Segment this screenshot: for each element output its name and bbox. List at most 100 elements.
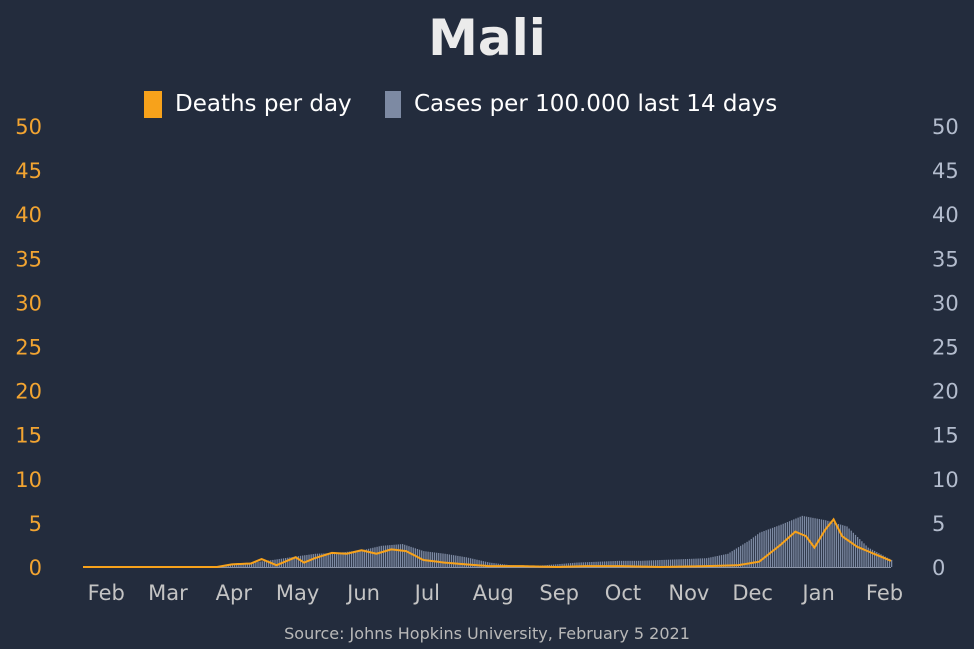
- cases-bar: [399, 544, 402, 567]
- cases-bar: [555, 564, 557, 567]
- cases-bar: [714, 556, 716, 567]
- x-tick-label: Aug: [473, 581, 514, 605]
- y-left-tick-label: 35: [15, 247, 42, 271]
- y-left-tick-label: 45: [15, 159, 42, 183]
- cases-bar: [584, 562, 587, 567]
- y-left-tick-label: 5: [29, 512, 42, 536]
- cases-bar: [580, 562, 582, 567]
- cases-bar: [480, 560, 482, 567]
- cases-bar: [682, 559, 684, 567]
- cases-bar: [859, 539, 861, 567]
- cases-bar: [684, 559, 687, 567]
- cases-bar: [365, 549, 368, 567]
- cases-bar: [629, 560, 631, 567]
- x-axis: Feb Mar Apr May Jun Jul Aug Sep Oct Nov Dec Jan Feb: [88, 581, 903, 605]
- cases-bar: [414, 548, 416, 567]
- cases-bar: [701, 558, 704, 567]
- cases-bar: [557, 564, 559, 567]
- cases-bar: [795, 518, 797, 567]
- cases-bar: [380, 545, 382, 567]
- cases-bar: [801, 515, 803, 567]
- cases-bar: [253, 562, 255, 567]
- x-tick-label: Apr: [216, 581, 253, 605]
- cases-bar: [693, 558, 695, 567]
- cases-bar: [703, 558, 706, 567]
- cases-bar: [446, 554, 448, 567]
- cases-bar: [633, 560, 635, 567]
- cases-bar: [291, 557, 293, 567]
- cases-bar: [359, 550, 361, 567]
- cases-bar: [720, 555, 723, 567]
- cases-bar: [614, 561, 616, 567]
- cases-bar: [725, 554, 727, 567]
- cases-bar: [297, 556, 300, 567]
- cases-bar: [706, 558, 708, 567]
- cases-bar: [250, 562, 253, 567]
- cases-bar: [846, 526, 848, 567]
- cases-bar: [865, 545, 867, 567]
- cases-bar: [472, 558, 474, 567]
- y-right-tick-label: 40: [932, 203, 959, 227]
- cases-bar: [882, 555, 884, 567]
- x-tick-label: Sep: [539, 581, 579, 605]
- cases-bar: [438, 552, 440, 567]
- cases-bar: [827, 520, 829, 567]
- cases-bar: [431, 552, 433, 567]
- cases-bar: [257, 561, 259, 567]
- cases-bar: [248, 562, 251, 567]
- y-right-tick-label: 30: [932, 291, 959, 315]
- cases-bar: [676, 559, 678, 567]
- cases-bar: [244, 563, 246, 567]
- cases-bar: [799, 516, 801, 567]
- y-right-tick-label: 45: [932, 159, 959, 183]
- cases-bar: [610, 561, 612, 567]
- cases-bar: [336, 552, 338, 567]
- cases-bar: [742, 544, 744, 567]
- cases-bar: [267, 560, 270, 567]
- cases-bar: [782, 523, 784, 567]
- cases-bar: [597, 561, 599, 567]
- cases-bar: [759, 532, 761, 567]
- cases-bar: [493, 563, 495, 567]
- cases-bar: [710, 557, 712, 567]
- x-tick-label: Jan: [800, 581, 834, 605]
- cases-bar: [316, 553, 319, 567]
- cases-bar: [733, 549, 735, 567]
- cases-bar: [484, 561, 487, 567]
- cases-bar: [491, 562, 493, 567]
- cases-bar: [382, 545, 385, 567]
- cases-bar: [576, 562, 578, 567]
- cases-bar: [793, 519, 795, 567]
- cases-bar: [814, 518, 816, 567]
- cases-bar: [595, 561, 597, 567]
- cases-bar: [265, 560, 268, 567]
- cases-bar: [242, 563, 244, 567]
- cases-bar: [261, 561, 263, 567]
- cases-bar: [442, 553, 444, 567]
- cases-bar: [708, 557, 710, 567]
- cases-bar: [842, 525, 844, 567]
- y-right-tick-label: 20: [932, 380, 959, 404]
- cases-bar: [752, 537, 755, 567]
- cases-bar: [459, 556, 461, 567]
- cases-bar: [329, 553, 331, 567]
- cases-bar: [240, 563, 242, 567]
- legend-label-cases: Cases per 100.000 last 14 days: [414, 91, 777, 117]
- cases-bar: [427, 551, 429, 567]
- cases-bar: [350, 551, 353, 567]
- legend-swatch-cases: [385, 91, 401, 118]
- cases-bar: [769, 528, 772, 567]
- cases-bar: [803, 516, 806, 567]
- cases-bar: [591, 561, 593, 567]
- x-tick-label: Jun: [345, 581, 380, 605]
- cases-bar: [829, 521, 831, 567]
- cases-bar: [325, 553, 327, 567]
- cases-bar: [469, 558, 472, 567]
- cases-bar: [346, 551, 348, 567]
- cases-bar: [367, 548, 370, 567]
- cases-bar: [333, 552, 336, 567]
- x-tick-label: May: [276, 581, 319, 605]
- cases-bar: [750, 538, 752, 567]
- cases-bar: [348, 551, 351, 567]
